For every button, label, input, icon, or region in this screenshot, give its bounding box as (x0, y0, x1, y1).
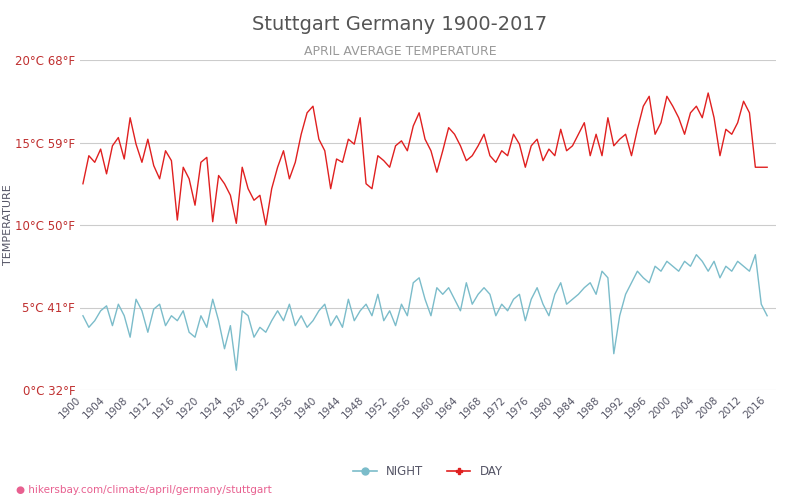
Legend: NIGHT, DAY: NIGHT, DAY (348, 460, 508, 483)
Text: ● hikersbay.com/climate/april/germany/stuttgart: ● hikersbay.com/climate/april/germany/st… (16, 485, 272, 495)
Text: APRIL AVERAGE TEMPERATURE: APRIL AVERAGE TEMPERATURE (304, 45, 496, 58)
Y-axis label: TEMPERATURE: TEMPERATURE (3, 184, 13, 266)
Text: Stuttgart Germany 1900-2017: Stuttgart Germany 1900-2017 (253, 15, 547, 34)
